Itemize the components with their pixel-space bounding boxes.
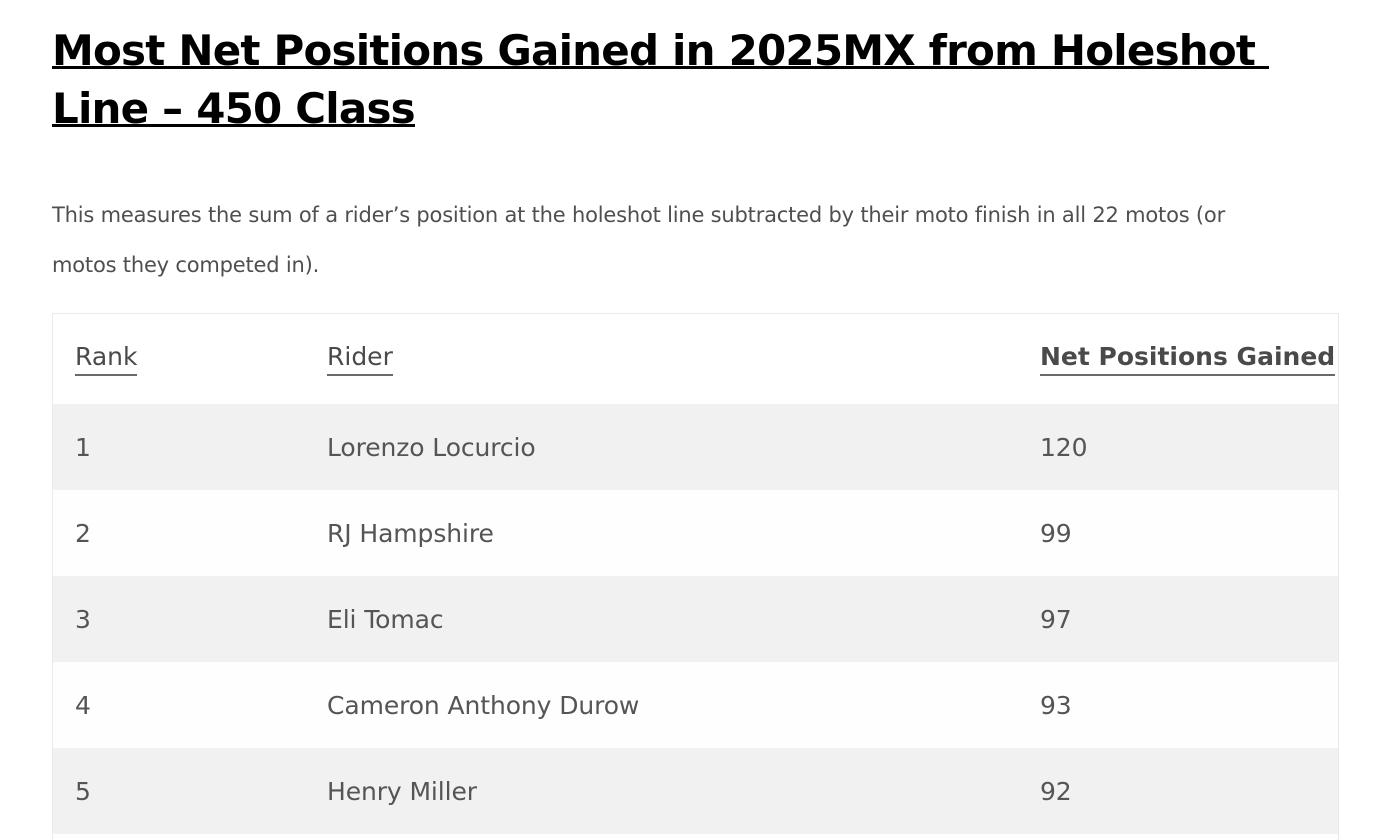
column-header-rank[interactable]: Rank [53,314,305,404]
cell-rider: Henry Miller [305,748,1018,834]
cell-rank: 4 [53,662,305,748]
column-header-rider[interactable]: Rider [305,314,1018,404]
cell-rank: 1 [53,404,305,490]
column-header-rider-label: Rider [327,342,393,376]
table-row: 1 Lorenzo Locurcio 120 [53,404,1338,490]
column-header-net-label: Net Positions Gained [1040,342,1336,376]
table-row: 5 Henry Miller 92 [53,748,1338,834]
cell-rank: 5 [53,748,305,834]
cell-rider: Cameron Anthony Durow [305,662,1018,748]
table-row-partial [53,834,1338,840]
table-row: 3 Eli Tomac 97 [53,576,1338,662]
column-header-rank-label: Rank [75,342,138,376]
cell-net-positions: 99 [1018,490,1338,576]
table-header-row: Rank Rider Net Positions Gained [53,314,1338,404]
table-header: Rank Rider Net Positions Gained [53,314,1338,404]
cell-net-positions: 97 [1018,576,1338,662]
ranking-table: Rank Rider Net Positions Gained 1 Lorenz… [53,314,1338,840]
cell-rider: Eli Tomac [305,576,1018,662]
cell-net-positions: 120 [1018,404,1338,490]
page-title-text: Most Net Positions Gained in 2025MX from… [52,26,1270,135]
page-title: Most Net Positions Gained in 2025MX from… [52,22,1342,138]
cell-rank [53,834,305,840]
cell-rank: 2 [53,490,305,576]
table-row: 4 Cameron Anthony Durow 93 [53,662,1338,748]
column-header-net-positions-gained[interactable]: Net Positions Gained [1018,314,1338,404]
cell-rider: RJ Hampshire [305,490,1018,576]
cell-rider: Lorenzo Locurcio [305,404,1018,490]
cell-net-positions [1018,834,1338,840]
ranking-table-container: Rank Rider Net Positions Gained 1 Lorenz… [52,313,1339,840]
table-row: 2 RJ Hampshire 99 [53,490,1338,576]
cell-net-positions: 92 [1018,748,1338,834]
cell-rider [305,834,1018,840]
cell-rank: 3 [53,576,305,662]
table-body: 1 Lorenzo Locurcio 120 2 RJ Hampshire 99… [53,404,1338,840]
intro-paragraph: This measures the sum of a rider’s posit… [52,203,1226,277]
cell-net-positions: 93 [1018,662,1338,748]
